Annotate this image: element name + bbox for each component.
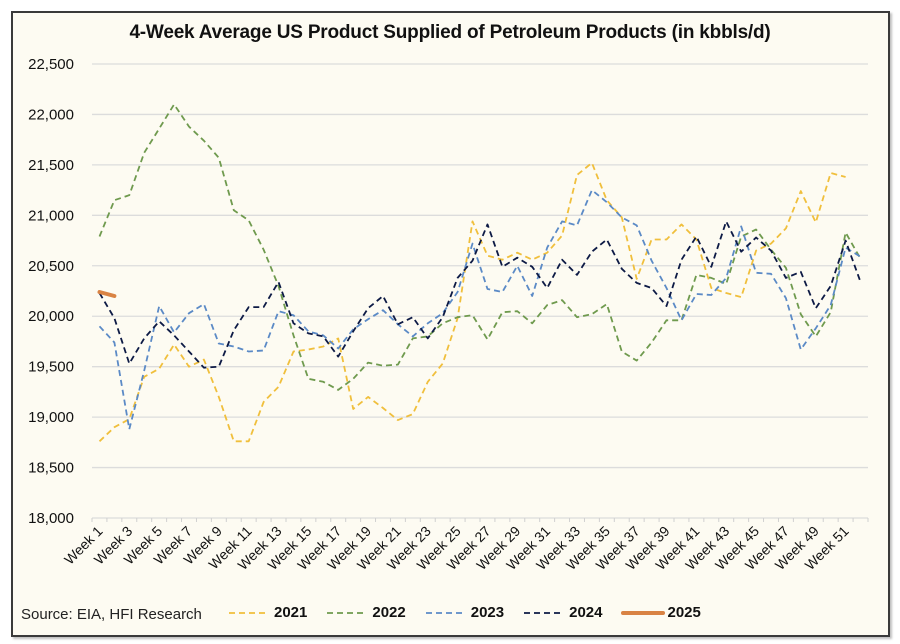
legend-item-2023: 2023 [424, 604, 504, 621]
legend-label: 2022 [372, 604, 406, 621]
series-line-2023 [98, 189, 861, 431]
y-tick-label: 21,500 [28, 157, 74, 174]
legend-label: 2024 [569, 604, 603, 621]
legend-item-2022: 2022 [325, 604, 406, 621]
legend-item-2024: 2024 [522, 604, 603, 621]
series-line-2024 [98, 220, 862, 369]
legend-item-2021: 2021 [227, 604, 307, 621]
y-tick-label: 21,000 [28, 207, 74, 224]
y-tick-label: 18,500 [28, 460, 74, 477]
legend-swatch [229, 611, 269, 614]
legend-label: 2021 [274, 604, 308, 621]
y-tick-label: 18,000 [28, 510, 74, 527]
y-tick-label: 22,500 [28, 56, 74, 73]
series-line-2021 [98, 162, 846, 443]
series-lines [97, 103, 862, 443]
legend-swatch [620, 610, 665, 615]
gridlines [92, 63, 868, 519]
legend-swatch [425, 611, 466, 614]
legend: 2021 2022 2023 2024 2025 [227, 604, 719, 621]
source-note: Source: EIA, HFI Research [21, 606, 202, 623]
series-line-2025 [97, 290, 117, 298]
y-tick-label: 20,500 [28, 258, 74, 275]
legend-item-2025: 2025 [620, 604, 701, 621]
series-line-2022 [98, 103, 862, 391]
y-axis: 18,000 18,500 19,000 19,500 20,000 20,500 21,0… [28, 56, 74, 527]
y-tick-label: 19,500 [28, 359, 74, 376]
chart-title: 4-Week Average US Product Supplied of Pe… [129, 22, 771, 43]
legend-swatch [524, 611, 565, 614]
y-tick-label: 22,000 [28, 106, 74, 123]
legend-swatch [327, 611, 368, 614]
legend-label: 2023 [470, 604, 505, 621]
y-tick-label: 19,000 [28, 409, 74, 426]
y-tick-label: 20,000 [28, 308, 74, 325]
legend-label: 2025 [667, 604, 701, 621]
